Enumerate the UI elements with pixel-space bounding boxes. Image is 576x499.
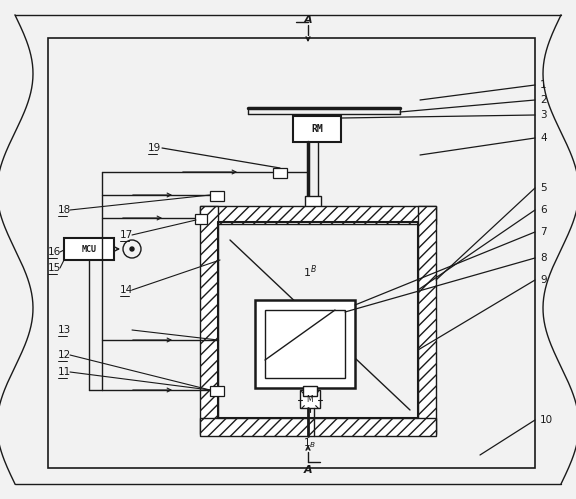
Circle shape bbox=[130, 247, 134, 251]
Bar bbox=[210, 386, 224, 396]
Bar bbox=[48, 38, 535, 468]
Bar bbox=[200, 206, 218, 434]
Text: 17: 17 bbox=[120, 230, 133, 240]
Text: 1: 1 bbox=[540, 80, 547, 90]
Text: MCU: MCU bbox=[81, 245, 97, 253]
Text: 11: 11 bbox=[58, 367, 71, 377]
Text: 15: 15 bbox=[48, 263, 61, 273]
Text: 7: 7 bbox=[540, 227, 547, 237]
Text: 16: 16 bbox=[48, 247, 61, 257]
Bar bbox=[418, 206, 436, 434]
Bar bbox=[255, 300, 355, 388]
Text: 2: 2 bbox=[540, 95, 547, 105]
Text: 5: 5 bbox=[540, 183, 547, 193]
Text: 6: 6 bbox=[540, 205, 547, 215]
Bar bbox=[300, 390, 320, 408]
Text: 3: 3 bbox=[540, 110, 547, 120]
Bar bbox=[200, 418, 436, 436]
Text: 19: 19 bbox=[148, 143, 161, 153]
Bar bbox=[64, 238, 114, 260]
Bar bbox=[305, 196, 321, 208]
Bar bbox=[303, 386, 317, 396]
Bar bbox=[210, 191, 224, 201]
Text: 13: 13 bbox=[58, 325, 71, 335]
Text: RM: RM bbox=[311, 124, 323, 134]
Bar bbox=[273, 168, 287, 178]
Text: 14: 14 bbox=[120, 285, 133, 295]
Text: 12: 12 bbox=[58, 350, 71, 360]
Bar bbox=[200, 206, 436, 224]
Bar bbox=[293, 116, 341, 142]
Text: 18: 18 bbox=[58, 205, 71, 215]
Text: A: A bbox=[304, 15, 312, 25]
Text: A: A bbox=[304, 465, 312, 475]
Text: 8: 8 bbox=[540, 253, 547, 263]
Text: 9: 9 bbox=[540, 275, 547, 285]
Text: $1_B$: $1_B$ bbox=[304, 436, 317, 450]
Text: M: M bbox=[306, 396, 313, 405]
Bar bbox=[265, 310, 345, 378]
Text: 4: 4 bbox=[540, 133, 547, 143]
Bar bbox=[218, 222, 418, 418]
Bar bbox=[195, 214, 207, 224]
Text: $1^B$: $1^B$ bbox=[303, 263, 317, 280]
Text: 10: 10 bbox=[540, 415, 553, 425]
